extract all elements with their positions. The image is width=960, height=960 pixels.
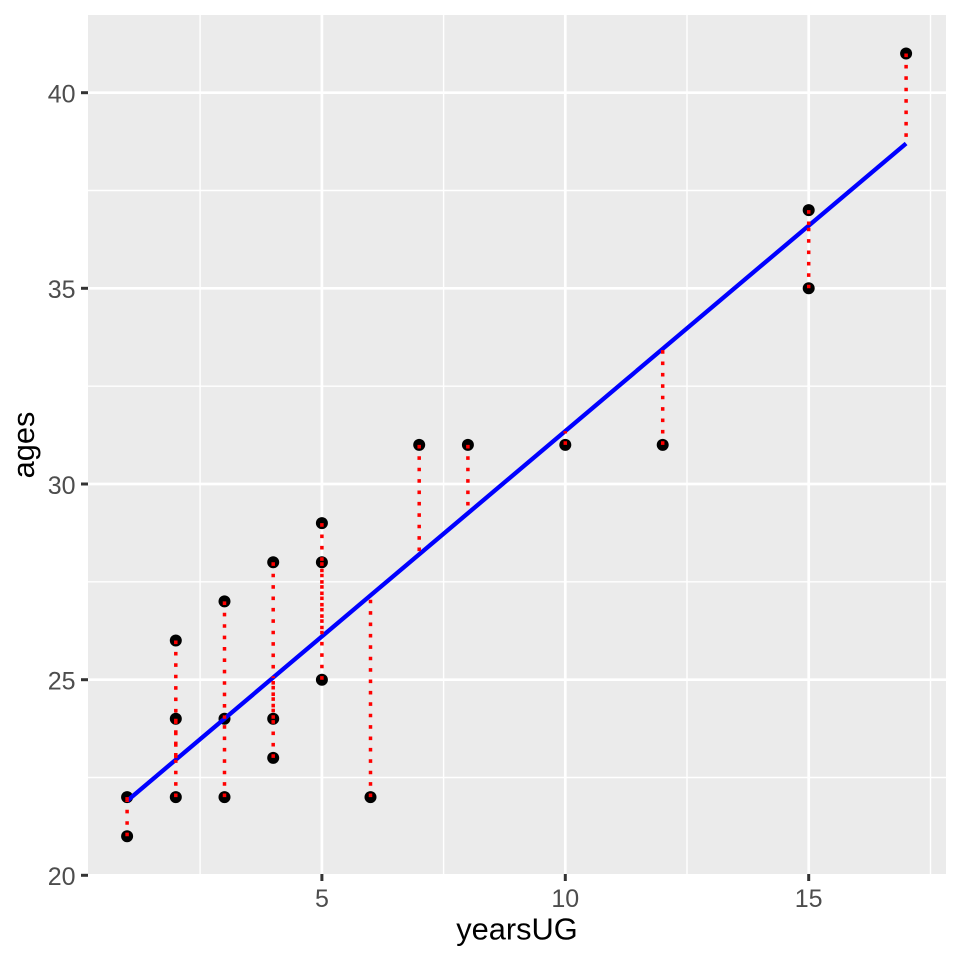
svg-text:ages: ages bbox=[6, 412, 41, 479]
svg-text:15: 15 bbox=[795, 885, 823, 913]
svg-text:30: 30 bbox=[48, 472, 76, 500]
svg-text:40: 40 bbox=[48, 81, 76, 109]
svg-text:35: 35 bbox=[48, 276, 76, 304]
svg-text:10: 10 bbox=[551, 885, 579, 913]
svg-text:25: 25 bbox=[48, 668, 76, 696]
svg-text:yearsUG: yearsUG bbox=[456, 912, 578, 947]
svg-text:20: 20 bbox=[48, 863, 76, 891]
svg-text:5: 5 bbox=[315, 885, 329, 913]
